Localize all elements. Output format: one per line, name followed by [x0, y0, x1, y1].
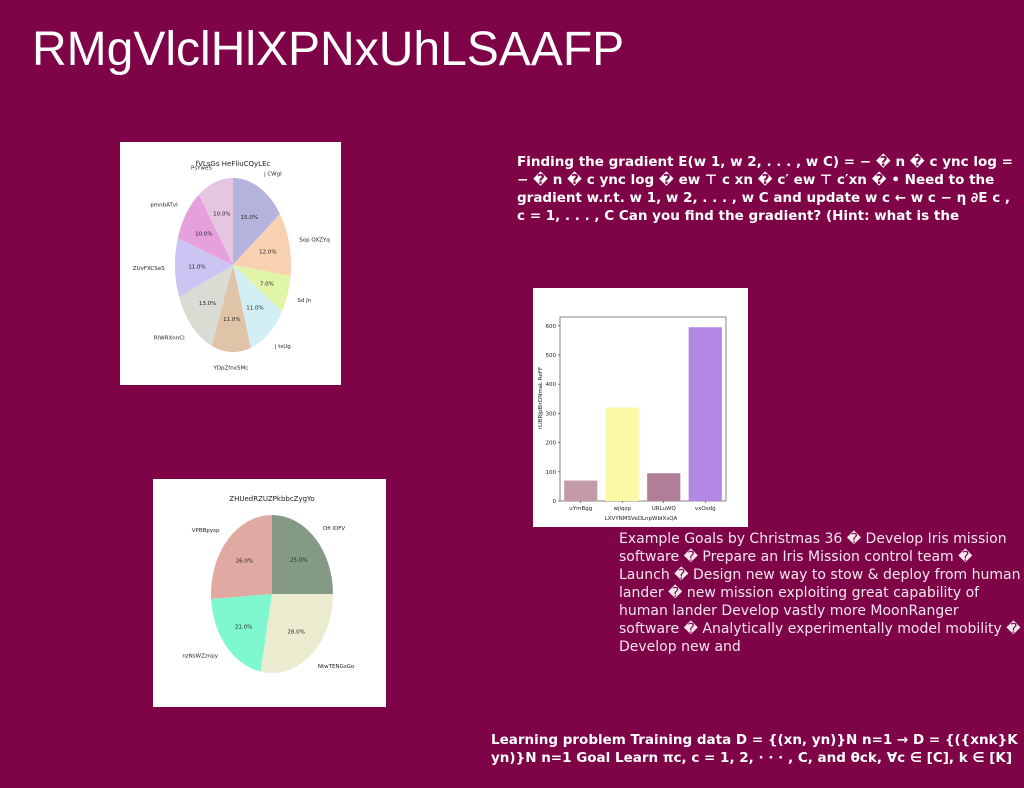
- pie-1-category-label: PsYweS: [191, 165, 212, 171]
- pie-2-slice-3: [211, 515, 272, 599]
- bar-chart-y-tick-label: 500: [546, 353, 557, 359]
- bar-chart: LXVYNMSVeDLnpWbIXsQA rLlBRJpBlrDNmaL ReF…: [538, 316, 727, 522]
- pie-chart-2-title: ZHUedRZUZPkbbcZygYo: [229, 495, 314, 503]
- pie-1-category-label: Sop OXZYq: [299, 237, 329, 243]
- pie-2-category-label: VPBBpysp: [192, 528, 220, 534]
- pie-1-value-label: 11.0%: [246, 306, 263, 312]
- pie-1-slice-1: [233, 213, 291, 276]
- pie-2-value-label: 25.0%: [290, 557, 307, 563]
- bar-chart-panel: LXVYNMSVeDLnpWbIXsQA rLlBRJpBlrDNmaL ReF…: [533, 288, 748, 527]
- pie-2-slice-2: [211, 594, 272, 672]
- gradient-text-block: Finding the gradient E(w 1, w 2, . . . ,…: [517, 154, 1013, 224]
- bar-chart-y-tick-label: 100: [546, 470, 557, 476]
- bar-chart-x-tick-label: vxOsdg: [695, 506, 716, 512]
- bar-chart-y-tick-label: 400: [546, 382, 557, 388]
- pie-1-value-label: 12.0%: [259, 250, 276, 256]
- bar-chart-ylabel: rLlBRJpBlrDNmaL ReFF: [538, 367, 544, 429]
- bar-3: [688, 327, 722, 501]
- pie-1-value-label: 7.0%: [260, 281, 274, 287]
- pie-chart-1-title: fVLsGs HeFliuCQyLEc: [196, 160, 271, 168]
- pie-2-category-label: NtwTENGsGo: [318, 664, 355, 670]
- pie-2-slice-1: [260, 594, 333, 673]
- pie-chart-2: ZHUedRZUZPkbbcZygYo Ofi lDFV 25.0% NtwTENG…: [182, 495, 355, 673]
- bar-chart-xlabel: LXVYNMSVeDLnpWbIXsQA: [605, 516, 678, 522]
- bar-chart-y-tick-label: 0: [553, 499, 557, 505]
- goals-text-block: Example Goals by Christmas 36 � Develop …: [619, 531, 1021, 655]
- bar-chart-y-tick-label: 600: [546, 324, 557, 330]
- pie-1-category-label: YDpZfnxSMc: [212, 366, 248, 372]
- pie-1-slice-3: [233, 265, 282, 348]
- bar-0: [564, 480, 598, 501]
- learning-problem-text-block: Learning problem Training data D = {(xn,…: [491, 732, 1018, 766]
- slide-title: RMgVlclHlXPNxUhLSAAFP: [32, 23, 625, 76]
- bar-1: [605, 407, 639, 501]
- pie-1-category-label: pmnbATvl: [150, 203, 178, 209]
- pie-1-slice-8: [198, 178, 233, 265]
- pie-2-value-label: 28.0%: [287, 630, 304, 636]
- bar-chart-axes-frame: [559, 316, 727, 502]
- pie-1-value-label: 13.0%: [199, 301, 216, 307]
- bar-chart-y-tick-label: 200: [546, 441, 557, 447]
- pie-1-value-label: 10.0%: [195, 231, 212, 237]
- bar-chart-x-tick-label: URLuWQ: [652, 506, 677, 512]
- pie-1-slice-6: [175, 238, 233, 298]
- pie-chart-2-panel: ZHUedRZUZPkbbcZygYo Ofi lDFV 25.0% NtwTENG…: [153, 479, 386, 707]
- pie-1-slice-0: [233, 178, 280, 265]
- pie-2-value-label: 26.0%: [236, 558, 253, 564]
- pie-1-value-label: 11.0%: [188, 265, 205, 271]
- pie-chart-1: fVLsGs HeFliuCQyLEc j CWgl 15.0% Sop OXZYq…: [133, 160, 330, 372]
- bar-chart-x-tick-label: wjlqzp: [614, 506, 632, 512]
- bar-chart-y-tick-label: 300: [546, 411, 557, 417]
- bar-2: [647, 473, 681, 501]
- pie-1-category-label: j tsUg: [274, 344, 291, 350]
- pie-1-slice-7: [177, 194, 233, 265]
- pie-1-slice-2: [233, 265, 291, 312]
- bar-chart-x-tick-label: uYmBgg: [569, 506, 592, 512]
- pie-1-category-label: Sd Jn: [297, 298, 311, 304]
- pie-1-value-label: 10.0%: [213, 212, 230, 218]
- pie-1-category-label: ZUvFXCSeS: [133, 266, 165, 272]
- pie-1-category-label: RlWRXnnCl: [154, 336, 185, 342]
- pie-1-value-label: 11.0%: [223, 317, 240, 323]
- pie-chart-1-panel: fVLsGs HeFliuCQyLEc j CWgl 15.0% Sop OXZYq…: [120, 142, 341, 385]
- pie-2-slice-0: [272, 515, 333, 594]
- pie-2-category-label: nzNsWZznpy: [182, 654, 218, 660]
- pie-1-value-label: 15.0%: [241, 215, 258, 221]
- pie-1-category-label: j CWgl: [263, 172, 282, 178]
- pie-1-slice-5: [179, 265, 233, 346]
- pie-2-category-label: Ofi lDFV: [323, 526, 345, 532]
- pie-2-value-label: 21.0%: [235, 624, 252, 630]
- pie-1-slice-4: [211, 265, 251, 352]
